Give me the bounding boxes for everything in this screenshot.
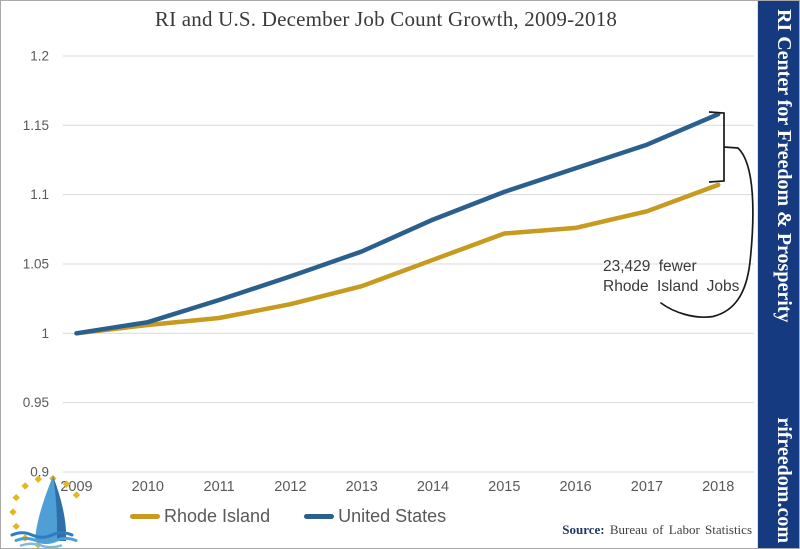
series-line-united-states xyxy=(74,111,721,336)
sidebar-vertical-text: RI Center for Freedom & Prosperity rifre… xyxy=(772,9,795,543)
x-tick-label: 2010 xyxy=(132,479,164,495)
x-tick-label: 2018 xyxy=(702,479,734,495)
x-tick-label: 2016 xyxy=(559,479,591,495)
source-text: Bureau of Labor Statistics xyxy=(609,522,752,537)
x-tick-label: 2011 xyxy=(204,479,235,495)
chart-legend: Rhode Island United States xyxy=(130,506,446,527)
x-tick-label: 2013 xyxy=(346,479,378,495)
sidebar-website: rifreedom.com xyxy=(773,417,795,543)
x-tick-label: 2014 xyxy=(417,479,449,495)
logo-wave-2 xyxy=(14,537,78,544)
logo-dot xyxy=(72,491,81,499)
source-line: Source: Bureau of Labor Statistics xyxy=(562,522,752,538)
legend-label: United States xyxy=(338,506,447,526)
legend-swatch xyxy=(304,514,335,519)
source-label: Source: xyxy=(562,522,605,537)
logo-wave-1 xyxy=(10,531,74,539)
logo-dot xyxy=(62,480,71,488)
y-tick-label: 1.1 xyxy=(30,187,49,202)
logo-dot xyxy=(12,522,20,531)
legend-item-rhode-island: Rhode Island xyxy=(130,506,270,527)
y-tick-label: 1 xyxy=(41,326,49,341)
logo-wave-3 xyxy=(19,542,63,548)
logo-dot xyxy=(12,493,20,502)
logo-dot xyxy=(34,475,42,483)
series-lines-layer xyxy=(74,111,721,336)
legend-swatch xyxy=(130,514,160,519)
chart-region: RI and U.S. December Job Count Growth, 2… xyxy=(1,1,757,548)
chart-title: RI and U.S. December Job Count Growth, 2… xyxy=(154,7,618,31)
sidebar-org-name: RI Center for Freedom & Prosperity xyxy=(773,9,795,323)
annotation-connector-curve xyxy=(660,147,754,318)
y-tick-label: 1.15 xyxy=(23,118,49,133)
gridlines-layer xyxy=(63,55,754,473)
y-tick-label: 1.05 xyxy=(23,256,49,271)
logo-dot xyxy=(9,508,17,516)
x-tick-label: 2012 xyxy=(274,479,306,495)
y-tick-label: 0.9 xyxy=(30,464,49,479)
y-tick-label: 1.2 xyxy=(30,48,49,63)
logo-sail-light xyxy=(35,476,58,541)
series-line-rhode-island xyxy=(74,182,721,336)
y-tick-label: 0.95 xyxy=(23,395,49,410)
legend-label: Rhode Island xyxy=(164,506,271,526)
legend-item-united-states: United States xyxy=(304,506,446,527)
difference-bracket xyxy=(708,111,739,183)
branding-sidebar: RI Center for Freedom & Prosperity rifre… xyxy=(757,1,799,548)
annotation-line-1: 23,429 fewer xyxy=(603,258,697,275)
logo-dot xyxy=(21,482,29,490)
annotation-line-2: Rhode Island Jobs xyxy=(603,278,740,295)
x-tick-label: 2017 xyxy=(631,479,663,495)
x-tick-label: 2015 xyxy=(488,479,520,495)
jobs-gap-annotation: 23,429 fewer Rhode Island Jobs xyxy=(603,257,739,297)
sailboat-logo-icon xyxy=(9,474,81,548)
